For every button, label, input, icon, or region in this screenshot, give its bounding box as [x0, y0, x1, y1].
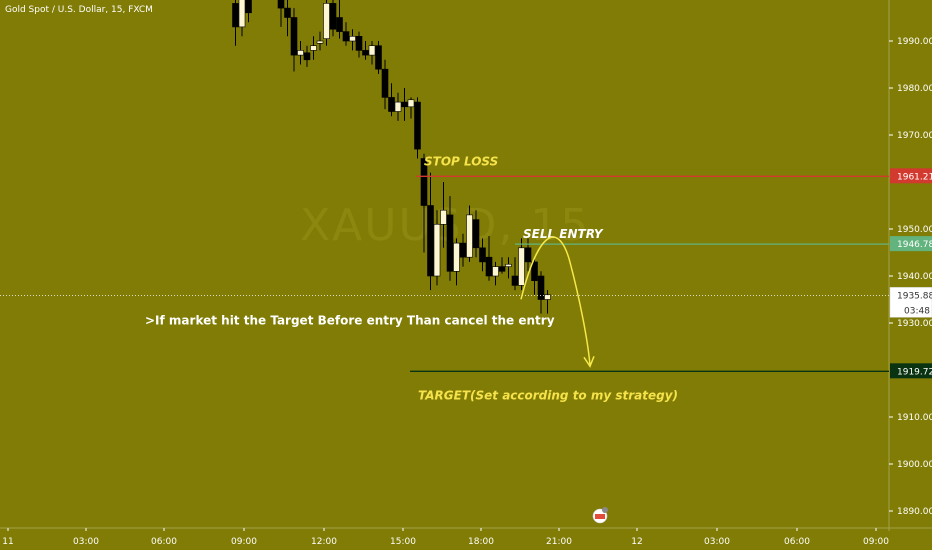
current-price-badge-text: 1935.88: [897, 291, 932, 301]
price-tick-label: 1940.00: [897, 272, 932, 282]
candle-down[interactable]: [284, 7, 291, 18]
candle-up[interactable]: [368, 45, 376, 56]
candle-down[interactable]: [342, 31, 350, 42]
price-tick-label: 1890.00: [897, 507, 932, 517]
candle-down[interactable]: [388, 97, 395, 112]
sell-entry-price-badge-bg[interactable]: [890, 236, 932, 252]
candle-down[interactable]: [401, 101, 408, 108]
candle-down[interactable]: [375, 45, 382, 70]
price-tick-label: 1900.00: [897, 460, 932, 470]
price-tick-label: 1980.00: [897, 84, 932, 94]
target-label: TARGET(Set according to my strategy): [418, 388, 678, 402]
candle-down[interactable]: [479, 247, 486, 263]
symbol-title: Gold Spot / U.S. Dollar, 15, FXCM: [5, 5, 153, 15]
time-tick-label: 15:00: [390, 537, 416, 547]
candle-down[interactable]: [245, 0, 252, 14]
event-flag-icon: [595, 514, 605, 519]
time-tick-label: 03:00: [73, 537, 99, 547]
time-tick-label: 03:00: [704, 537, 730, 547]
candle-up[interactable]: [433, 224, 441, 277]
candle-down[interactable]: [511, 275, 519, 286]
candle-down[interactable]: [381, 68, 389, 98]
candle-down[interactable]: [537, 275, 545, 300]
stop-loss-price-badge-bg[interactable]: [890, 168, 932, 184]
candle-down[interactable]: [446, 214, 454, 272]
sell-entry-label: SELL ENTRY: [523, 227, 604, 241]
target-price-badge-bg[interactable]: [890, 363, 932, 379]
candle-up[interactable]: [394, 101, 402, 112]
stop-loss-label: STOP LOSS: [424, 154, 498, 168]
candle-down[interactable]: [531, 261, 538, 281]
candle-down[interactable]: [472, 219, 480, 249]
candle-down[interactable]: [498, 266, 506, 272]
candle-up[interactable]: [544, 294, 551, 300]
price-tick-label: 1990.00: [897, 37, 932, 47]
candle-down[interactable]: [232, 3, 239, 28]
projection-arrowhead: [583, 356, 595, 368]
stop-loss-price-badge-text: 1961.21: [897, 172, 932, 182]
candle-down[interactable]: [420, 158, 428, 206]
candle-down[interactable]: [277, 0, 285, 9]
candle-up[interactable]: [349, 35, 356, 42]
candle-up[interactable]: [316, 40, 324, 44]
candle-up[interactable]: [407, 99, 415, 108]
candle-up[interactable]: [297, 50, 304, 56]
candle-down[interactable]: [355, 35, 363, 51]
candle-up[interactable]: [492, 266, 499, 277]
candle-down[interactable]: [485, 256, 493, 277]
time-tick-label: 21:00: [546, 537, 572, 547]
time-tick-label: 06:00: [151, 537, 177, 547]
candle-down[interactable]: [290, 17, 298, 56]
candle-up[interactable]: [453, 242, 460, 272]
price-tick-label: 1950.00: [897, 225, 932, 235]
price-tick-label: 1970.00: [897, 131, 932, 141]
candle-down[interactable]: [336, 17, 343, 32]
time-tick-label: 06:00: [784, 537, 810, 547]
candle-up[interactable]: [238, 0, 246, 28]
watermark-text: XAUUSD, 15: [300, 200, 590, 251]
time-tick-label: 09:00: [231, 537, 257, 547]
candle-down[interactable]: [427, 205, 434, 277]
candle-down[interactable]: [524, 247, 532, 263]
candle-up[interactable]: [310, 45, 317, 51]
target-price-badge-text: 1919.72: [897, 367, 932, 377]
time-tick-label: 11: [2, 537, 13, 547]
candle-down[interactable]: [459, 242, 467, 258]
candle-up[interactable]: [505, 263, 512, 267]
time-tick-label: 12:00: [311, 537, 337, 547]
candle-down[interactable]: [362, 50, 369, 56]
current-price-badge-bg[interactable]: [889, 287, 932, 318]
time-tick-label: 18:00: [468, 537, 494, 547]
price-tick-label: 1930.00: [897, 319, 932, 329]
bar-countdown-text: 03:48: [904, 306, 930, 316]
sell-entry-price-badge-text: 1946.78: [897, 240, 932, 250]
event-badge-icon: [602, 507, 608, 513]
candle-up[interactable]: [518, 247, 525, 286]
candle-up[interactable]: [440, 209, 447, 225]
candle-up[interactable]: [323, 3, 330, 39]
candle-down[interactable]: [329, 3, 337, 30]
candle-down[interactable]: [414, 101, 421, 150]
price-tick-label: 1910.00: [897, 413, 932, 423]
candle-down[interactable]: [303, 52, 311, 61]
projection-arrow-path: [520, 236, 591, 366]
candle-up[interactable]: [466, 214, 473, 258]
time-tick-label: 12: [631, 537, 642, 547]
note-text: >If market hit the Target Before entry T…: [145, 313, 555, 327]
time-tick-label: 09:00: [863, 537, 889, 547]
